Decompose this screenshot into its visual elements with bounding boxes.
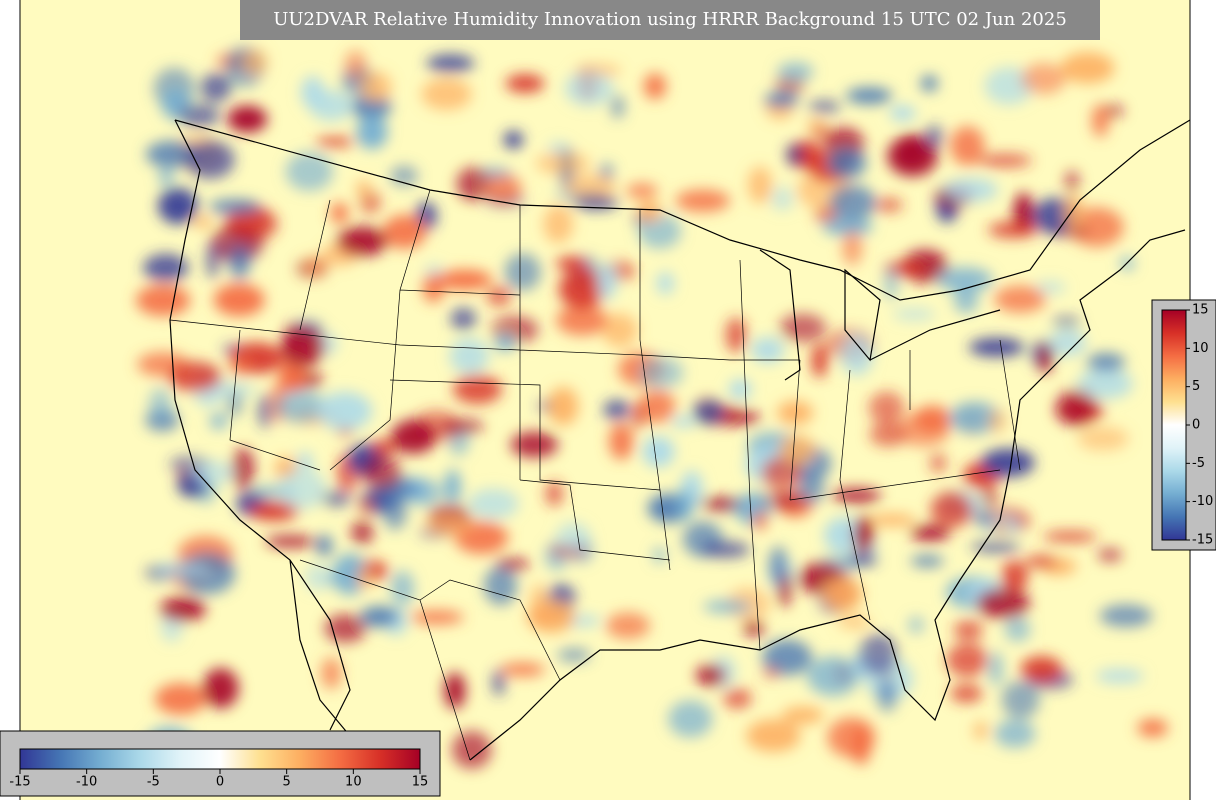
colorbar-ticks: -15 -15 -10 -10 -5 -5 0 0 5 5 10 10 15 15: [9, 303, 1213, 790]
map-title: UU2DVAR Relative Humidity Innovation usi…: [273, 9, 1067, 30]
colorbar-tick-label: 10: [345, 775, 362, 790]
colorbar-tick-label: 5: [1192, 379, 1200, 394]
colorbar-tick-label: -10: [76, 775, 97, 790]
state-borders: [169, 189, 1021, 761]
colorbar-tick-label: 15: [1192, 303, 1209, 318]
colorbar-tick-label: -15: [9, 775, 30, 790]
colorbar-tick-label: 0: [216, 775, 224, 790]
colorbar-tick-label: -5: [147, 775, 160, 790]
colorbar-tick-label: 15: [412, 775, 429, 790]
colorbar-tick-label: -5: [1192, 456, 1205, 471]
colorbar-tick-label: -10: [1192, 494, 1213, 509]
colorbar-tick-label: -15: [1192, 533, 1213, 548]
colorbar-tick-label: 5: [283, 775, 291, 790]
vertical-colorbar: [1161, 309, 1187, 541]
innovation-field: [135, 46, 1168, 769]
colorbar-tick-label: 0: [1192, 418, 1200, 433]
title-box: [240, 0, 1100, 40]
colorbar-tick-label: 10: [1192, 341, 1209, 356]
horizontal-colorbar: [19, 748, 421, 770]
